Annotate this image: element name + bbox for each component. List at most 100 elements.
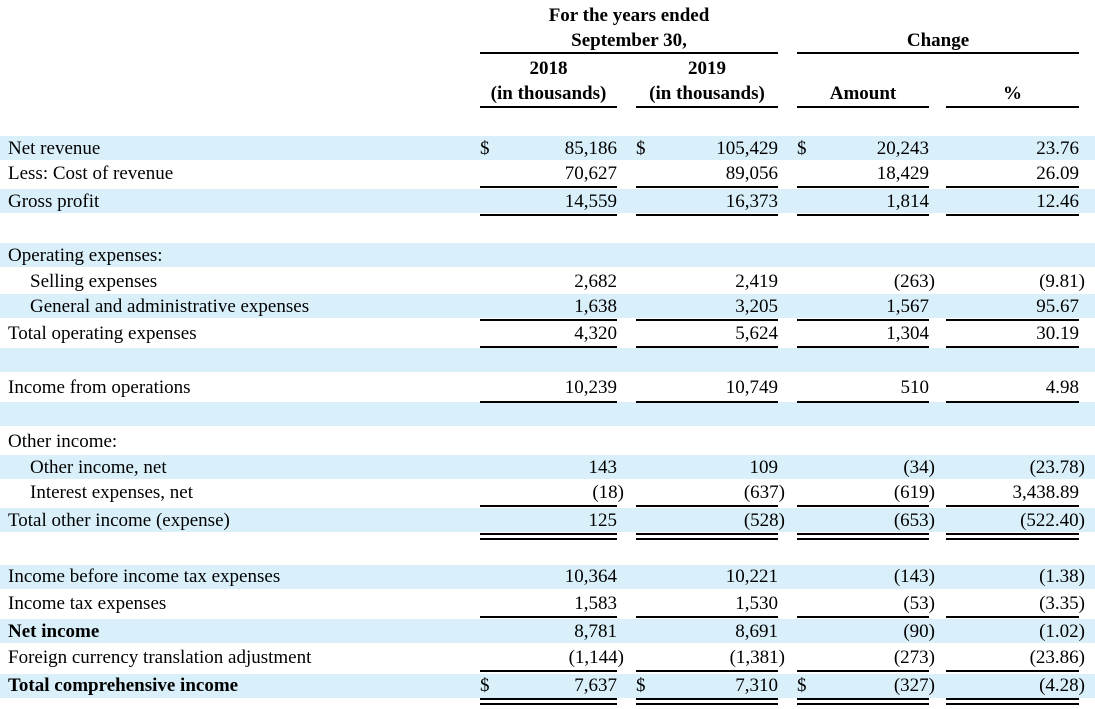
subtotal-rule — [946, 670, 1079, 672]
cell-amount: (619) — [893, 482, 935, 503]
cell-pct: (4.28) — [1039, 675, 1085, 696]
cell-2018: (18) — [592, 482, 624, 503]
cell-2019: (1,381) — [729, 647, 785, 668]
header-rule-change — [797, 52, 1079, 54]
subtotal-rule — [797, 319, 929, 321]
cell-2018: 2,682 — [574, 271, 617, 292]
band — [0, 455, 1095, 479]
subtotal-rule — [636, 616, 778, 618]
col-2019-unit: (in thousands) — [649, 83, 765, 104]
subtotal-rule — [480, 505, 617, 507]
cell-2018: 70,627 — [564, 163, 617, 184]
cell-2019: 10,749 — [725, 377, 778, 398]
cell-2019: 8,691 — [735, 621, 778, 642]
col-percent: % — [1003, 83, 1022, 104]
row-label: Income tax expenses — [8, 593, 167, 614]
cell-2019: 3,205 — [735, 296, 778, 317]
cell-pct: (23.86) — [1029, 647, 1085, 668]
cell-pct: (9.81) — [1039, 271, 1085, 292]
row-label: Net income — [8, 621, 100, 642]
cell-amount: (34) — [903, 457, 935, 478]
currency-sign: $ — [480, 138, 490, 159]
double-rule — [636, 533, 778, 535]
double-rule — [797, 703, 929, 705]
cell-2018: 125 — [588, 510, 618, 531]
currency-sign: $ — [797, 675, 807, 696]
cell-pct: 26.09 — [1036, 163, 1079, 184]
currency-sign: $ — [797, 138, 807, 159]
band — [0, 674, 1095, 698]
band — [0, 619, 1095, 643]
subtotal-rule — [946, 319, 1079, 321]
band — [0, 136, 1095, 160]
row-label: General and administrative expenses — [30, 296, 310, 317]
row-label: Net revenue — [8, 138, 101, 159]
band — [0, 565, 1095, 589]
row-label: Total other income (expense) — [8, 510, 230, 531]
subtotal-rule — [480, 346, 617, 348]
double-rule — [480, 538, 617, 540]
double-rule — [480, 698, 617, 700]
band — [0, 294, 1095, 318]
cell-amount: (327) — [893, 675, 935, 696]
subtotal-rule — [797, 401, 929, 403]
subtotal-rule — [946, 346, 1079, 348]
double-rule — [636, 538, 778, 540]
col-2018-unit: (in thousands) — [490, 83, 607, 104]
double-rule — [636, 703, 778, 705]
cell-amount: (653) — [893, 510, 935, 531]
cell-amount: (90) — [903, 621, 935, 642]
change-header: Change — [906, 30, 970, 51]
cell-pct: (1.38) — [1039, 566, 1085, 587]
cell-2019: (528) — [743, 510, 785, 531]
band — [0, 189, 1095, 213]
cell-2018: 14,559 — [564, 191, 617, 212]
band — [0, 508, 1095, 532]
cell-amount: 1,814 — [886, 191, 929, 212]
double-rule — [946, 538, 1079, 540]
cell-2018: 7,637 — [574, 675, 617, 696]
cell-pct: 95.67 — [1036, 296, 1079, 317]
section-heading: Other income: — [8, 431, 118, 452]
subtotal-rule — [946, 214, 1079, 216]
cell-2018: 1,638 — [574, 296, 617, 317]
cell-amount: 1,304 — [886, 323, 929, 344]
subtotal-rule — [636, 505, 778, 507]
subtotal-rule — [636, 346, 778, 348]
subtotal-rule — [480, 186, 617, 188]
cell-2019: 2,419 — [735, 271, 778, 292]
cell-2018: 1,583 — [574, 593, 617, 614]
double-rule — [797, 538, 929, 540]
col-rule-pct — [946, 106, 1079, 108]
subtotal-rule — [636, 401, 778, 403]
cell-amount: (263) — [893, 271, 935, 292]
currency-sign: $ — [480, 675, 490, 696]
col-2018-year: 2018 — [529, 58, 568, 79]
row-label: Total operating expenses — [8, 323, 197, 344]
row-label: Total comprehensive income — [8, 675, 239, 696]
row-label: Other income, net — [30, 457, 167, 478]
cell-amount: 510 — [900, 377, 930, 398]
col-2019-year: 2019 — [688, 58, 726, 79]
row-label: Interest expenses, net — [30, 482, 194, 503]
cell-2018: 143 — [588, 457, 618, 478]
cell-pct: (3.35) — [1039, 593, 1085, 614]
cell-2019: 5,624 — [735, 323, 778, 344]
subtotal-rule — [946, 505, 1079, 507]
currency-sign: $ — [636, 675, 646, 696]
subtotal-rule — [636, 214, 778, 216]
subtotal-rule — [797, 616, 929, 618]
col-rule-amount — [797, 106, 929, 108]
double-rule — [946, 698, 1079, 700]
row-label: Gross profit — [8, 191, 100, 212]
row-label: Selling expenses — [30, 271, 158, 292]
col-amount: Amount — [829, 83, 897, 104]
subtotal-rule — [480, 401, 617, 403]
row-label: Foreign currency translation adjustment — [8, 647, 312, 668]
header-rule-period — [480, 52, 778, 54]
cell-2018: 10,364 — [564, 566, 617, 587]
double-rule — [797, 698, 929, 700]
band — [0, 402, 1095, 426]
cell-pct: 4.98 — [1045, 377, 1079, 398]
cell-2019: 7,310 — [735, 675, 778, 696]
